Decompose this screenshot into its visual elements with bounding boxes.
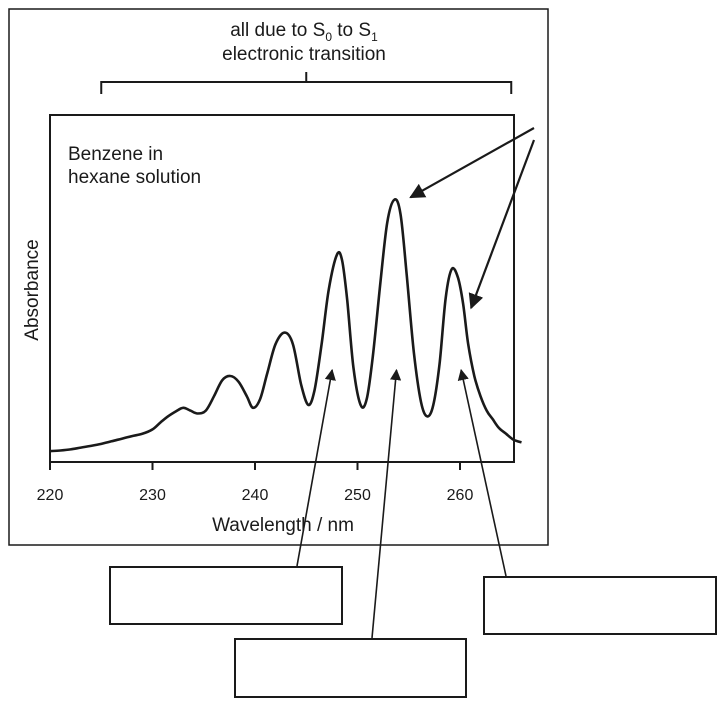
x-tick-label-230: 230: [139, 487, 166, 504]
y-axis-label: Absorbance: [22, 239, 43, 340]
answer-box-middle[interactable]: [234, 638, 467, 698]
box-pointer-arrow-2: [371, 368, 402, 639]
box-pointer-arrow-1: [296, 368, 336, 567]
header-line-2: electronic transition: [222, 44, 386, 65]
x-tick-label-250: 250: [344, 487, 371, 504]
header-subscript-0: 0: [325, 30, 332, 44]
box-pointer-arrow-3: [457, 368, 507, 577]
inset-label-line-1: Benzene in: [68, 144, 163, 165]
header-line-1: all due to S0 to S1: [230, 20, 378, 44]
figure-frame: [8, 8, 549, 546]
bracket-bar: [100, 81, 513, 94]
x-tick-label-240: 240: [242, 487, 269, 504]
peak-pointer-arrow-2: [468, 139, 536, 310]
spectrum-line: [49, 198, 522, 453]
peak-pointer-arrow-1: [409, 127, 535, 199]
spectrum-series: [49, 198, 522, 453]
x-tick-label-220: 220: [37, 487, 64, 504]
x-axis-ticks: 220 230 240 250 260: [37, 462, 474, 504]
header-subscript-1: 1: [371, 30, 378, 44]
transition-bracket: [100, 72, 513, 94]
inset-label-line-2: hexane solution: [68, 167, 201, 188]
x-axis-label: Wavelength / nm: [212, 515, 354, 536]
x-tick-label-260: 260: [447, 487, 474, 504]
plot-frame: [49, 114, 515, 463]
answer-box-left[interactable]: [109, 566, 343, 625]
pointer-arrows: [296, 127, 536, 639]
answer-box-right[interactable]: [483, 576, 717, 635]
